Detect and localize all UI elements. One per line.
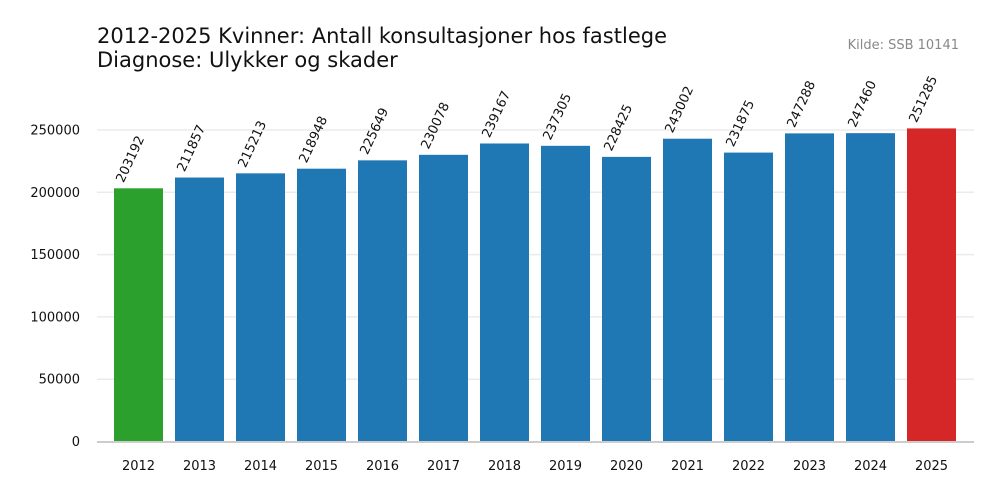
- chart-source: Kilde: SSB 10141: [847, 38, 959, 53]
- bar-2020: [602, 156, 651, 442]
- y-tick-label: 100000: [30, 310, 80, 325]
- y-tick-label: 150000: [30, 248, 80, 263]
- chart-title-line-1: 2012-2025 Kvinner: Antall konsultasjoner…: [97, 24, 667, 48]
- data-label: 243002: [663, 84, 698, 135]
- y-tick-label: 50000: [39, 373, 80, 388]
- bar-2022: [724, 152, 773, 442]
- bar-layer: [114, 128, 956, 442]
- data-label: 215213: [236, 119, 271, 170]
- x-tick-label: 2021: [671, 459, 704, 474]
- axis-layer: 0 50000 100000 150000 200000 250000 2012 2013 20…: [30, 124, 974, 474]
- x-tick-label: 2017: [427, 459, 460, 474]
- bar-2019: [541, 145, 590, 442]
- data-label: 247460: [846, 79, 881, 130]
- x-tick-label: 2013: [183, 459, 216, 474]
- bar-2024: [846, 133, 895, 442]
- bar-2023: [785, 133, 834, 442]
- data-label: 239167: [480, 89, 515, 140]
- x-tick-label: 2015: [305, 459, 338, 474]
- x-tick-label: 2022: [732, 459, 765, 474]
- bar-2014: [236, 173, 285, 442]
- data-label: 247288: [785, 79, 820, 130]
- data-label: 225649: [358, 106, 393, 157]
- bar-2016: [358, 160, 407, 442]
- bar-2012: [114, 188, 163, 442]
- y-tick-label: 200000: [30, 186, 80, 201]
- x-tick-label: 2020: [610, 459, 643, 474]
- x-tick-label: 2019: [549, 459, 582, 474]
- x-tick-label: 2025: [915, 459, 948, 474]
- x-tick-label: 2023: [793, 459, 826, 474]
- bar-2025: [907, 128, 956, 442]
- data-label: 251285: [907, 74, 942, 125]
- grid-layer: [97, 129, 974, 380]
- bar-2013: [175, 177, 224, 442]
- data-label: 237305: [541, 91, 576, 142]
- x-tick-label: 2018: [488, 459, 521, 474]
- chart-title-line-2: Diagnose: Ulykker og skader: [97, 48, 398, 72]
- bar-2021: [663, 138, 712, 442]
- y-tick-label: 250000: [30, 124, 80, 139]
- data-label: 231875: [724, 98, 759, 149]
- y-tick-label: 0: [72, 435, 80, 450]
- bar-2015: [297, 168, 346, 442]
- data-label: 203192: [114, 134, 149, 185]
- x-tick-label: 2014: [244, 459, 277, 474]
- x-tick-label: 2024: [854, 459, 887, 474]
- data-label: 230078: [419, 100, 454, 151]
- bar-2018: [480, 143, 529, 442]
- x-tick-label: 2016: [366, 459, 399, 474]
- x-tick-label: 2012: [122, 459, 155, 474]
- data-label: 228425: [602, 102, 637, 153]
- chart-title: 2012-2025 Kvinner: Antall konsultasjoner…: [97, 24, 667, 72]
- bar-2017: [419, 154, 468, 442]
- data-label: 218948: [297, 114, 332, 165]
